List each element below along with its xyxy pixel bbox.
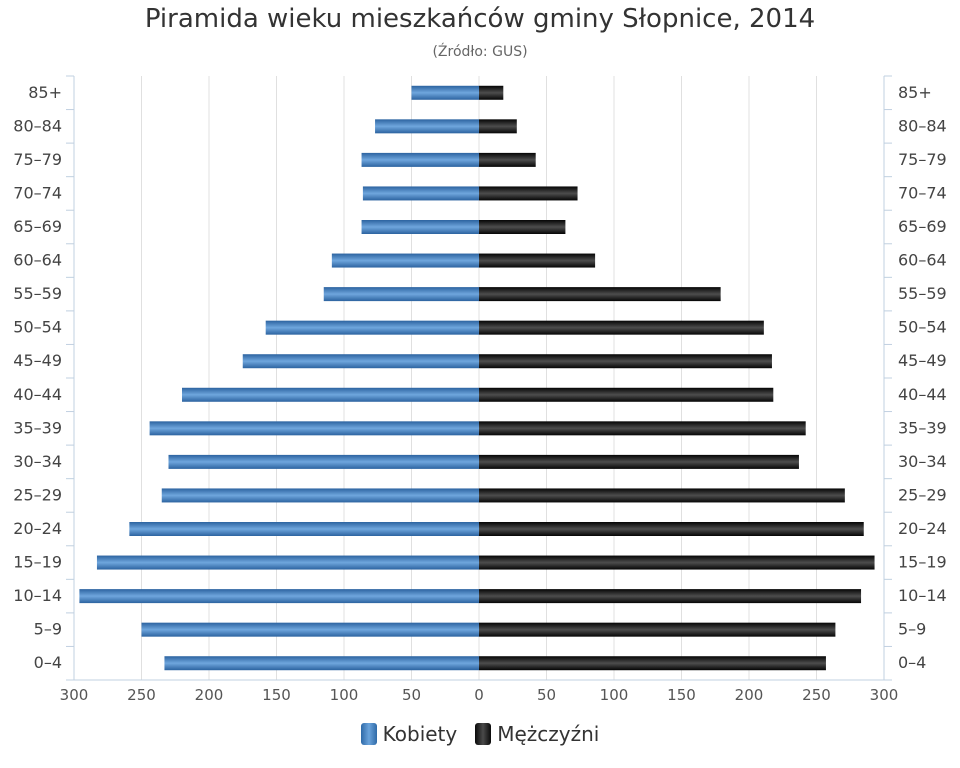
bar-women <box>242 354 479 369</box>
category-label-left: 10–14 <box>13 586 62 605</box>
bar-men <box>479 253 596 268</box>
category-label-left: 65–69 <box>13 217 62 236</box>
bar-women <box>411 85 479 100</box>
category-label-left: 20–24 <box>13 519 62 538</box>
x-tick-label: 0 <box>474 686 484 704</box>
category-label-right: 10–14 <box>898 586 947 605</box>
bar-women <box>141 622 479 637</box>
category-label-left: 30–34 <box>13 452 62 471</box>
legend-swatch-men <box>475 723 492 745</box>
category-label-right: 70–74 <box>898 183 947 202</box>
bar-men <box>479 119 517 134</box>
bar-women <box>164 656 479 671</box>
bar-men <box>479 488 845 503</box>
bar-men <box>479 589 862 604</box>
bar-men <box>479 421 806 436</box>
bar-women <box>182 387 479 402</box>
legend: Kobiety Mężczyźni <box>0 722 960 746</box>
category-label-left: 5–9 <box>34 620 62 639</box>
x-tick-label: 150 <box>262 686 291 704</box>
bar-women <box>129 522 479 536</box>
category-label-left: 0–4 <box>34 653 62 672</box>
bar-men <box>479 85 504 100</box>
category-label-right: 65–69 <box>898 217 947 236</box>
legend-swatch-women <box>360 723 377 745</box>
category-label-left: 35–39 <box>13 418 62 437</box>
bar-men <box>479 320 764 335</box>
category-label-right: 35–39 <box>898 418 947 437</box>
category-label-right: 75–79 <box>898 150 947 169</box>
bar-men <box>479 186 578 201</box>
legend-item-men[interactable]: Mężczyźni <box>475 722 599 746</box>
category-label-right: 20–24 <box>898 519 947 538</box>
category-label-right: 30–34 <box>898 452 947 471</box>
category-label-right: 80–84 <box>898 116 947 135</box>
bar-men <box>479 354 772 369</box>
legend-label-women: Kobiety <box>382 722 458 746</box>
x-tick-label: 50 <box>402 686 421 704</box>
x-tick-label: 200 <box>195 686 224 704</box>
bar-women <box>375 119 479 134</box>
category-label-left: 85+ <box>28 83 62 102</box>
bar-women <box>323 287 479 302</box>
x-tick-label: 250 <box>127 686 156 704</box>
legend-label-men: Mężczyźni <box>497 722 600 746</box>
x-tick-label: 250 <box>802 686 831 704</box>
bar-men <box>479 454 799 469</box>
bar-women <box>161 488 479 503</box>
x-tick-label: 100 <box>600 686 629 704</box>
bar-women <box>79 589 480 604</box>
x-tick-label: 100 <box>330 686 359 704</box>
x-tick-label: 150 <box>667 686 696 704</box>
category-label-left: 55–59 <box>13 284 62 303</box>
category-label-left: 75–79 <box>13 150 62 169</box>
category-label-left: 15–19 <box>13 553 62 572</box>
x-tick-label: 300 <box>870 686 899 704</box>
bar-women <box>168 454 479 469</box>
category-label-right: 55–59 <box>898 284 947 303</box>
bar-women <box>265 320 479 335</box>
bar-men <box>479 220 566 234</box>
bar-women <box>361 220 479 234</box>
bar-men <box>479 656 826 671</box>
bar-men <box>479 152 536 167</box>
x-tick-label: 200 <box>735 686 764 704</box>
bar-women <box>362 186 479 201</box>
bar-men <box>479 622 836 637</box>
bar-women <box>96 555 479 570</box>
bar-men <box>479 555 875 570</box>
chart-title: Piramida wieku mieszkańców gminy Słopnic… <box>144 4 816 34</box>
category-label-right: 25–29 <box>898 485 947 504</box>
category-label-right: 15–19 <box>898 553 947 572</box>
category-label-left: 50–54 <box>13 318 62 337</box>
category-label-left: 45–49 <box>13 351 62 370</box>
category-label-right: 40–44 <box>898 385 947 404</box>
x-tick-label: 50 <box>537 686 556 704</box>
bar-men <box>479 387 774 402</box>
category-label-left: 80–84 <box>13 116 62 135</box>
category-label-right: 0–4 <box>898 653 926 672</box>
bar-women <box>361 152 479 167</box>
category-label-left: 25–29 <box>13 485 62 504</box>
category-label-right: 60–64 <box>898 251 947 270</box>
legend-item-women[interactable]: Kobiety <box>360 722 458 746</box>
category-label-left: 60–64 <box>13 251 62 270</box>
category-label-right: 50–54 <box>898 318 947 337</box>
x-tick-label: 300 <box>60 686 89 704</box>
bar-women <box>149 421 479 436</box>
category-label-right: 45–49 <box>898 351 947 370</box>
category-label-right: 85+ <box>898 83 932 102</box>
chart-subtitle: (Źródło: GUS) <box>432 44 528 60</box>
category-label-left: 70–74 <box>13 183 62 202</box>
bar-women <box>331 253 479 268</box>
category-label-left: 40–44 <box>13 385 62 404</box>
category-label-right: 5–9 <box>898 620 926 639</box>
bar-men <box>479 287 721 302</box>
bar-men <box>479 522 864 536</box>
